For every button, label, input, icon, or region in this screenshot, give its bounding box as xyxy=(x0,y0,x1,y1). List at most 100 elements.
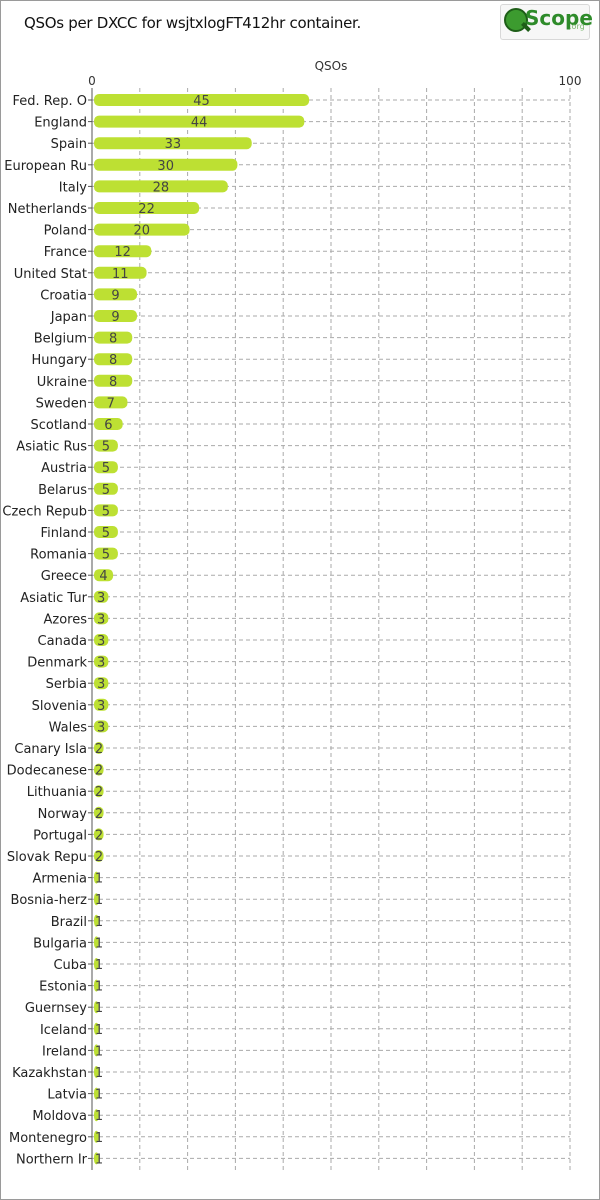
category-label: Guernsey xyxy=(25,1001,87,1016)
bar xyxy=(94,504,118,517)
category-label: Ukraine xyxy=(37,375,87,390)
category-label: Czech Repub xyxy=(2,504,87,519)
value-label: 3 xyxy=(97,677,105,692)
category-label: Asiatic Rus xyxy=(16,440,87,455)
x-tick-label: 100 xyxy=(559,74,582,88)
category-label: Denmark xyxy=(27,656,87,671)
category-label: Cuba xyxy=(53,958,87,973)
value-label: 5 xyxy=(102,548,110,563)
category-label: Finland xyxy=(41,526,87,541)
bar xyxy=(94,958,99,970)
logo-domain: .org xyxy=(569,22,585,31)
value-label: 8 xyxy=(109,375,117,390)
value-label: 1 xyxy=(95,1088,103,1103)
bar xyxy=(94,806,104,819)
bar xyxy=(94,590,109,603)
bar xyxy=(94,461,118,474)
value-label: 3 xyxy=(97,634,105,649)
category-label: Iceland xyxy=(40,1023,87,1038)
value-label: 2 xyxy=(95,785,103,800)
category-label: European Ru xyxy=(4,159,87,174)
x-tick-label: 0 xyxy=(88,74,96,88)
bar xyxy=(94,1087,99,1100)
bar xyxy=(94,1044,99,1057)
bar xyxy=(94,850,104,862)
category-label: Brazil xyxy=(51,915,87,930)
value-label: 3 xyxy=(97,699,105,714)
value-label: 1 xyxy=(95,980,103,995)
value-label: 5 xyxy=(102,440,110,455)
category-label: Portugal xyxy=(33,828,87,843)
value-label: 1 xyxy=(95,1131,103,1146)
bar xyxy=(94,634,109,646)
category-label: Croatia xyxy=(40,288,87,303)
bar xyxy=(94,1109,99,1122)
category-label: Ireland xyxy=(42,1044,87,1059)
category-label: Slovak Repu xyxy=(7,850,87,865)
category-label: Netherlands xyxy=(8,202,87,217)
value-label: 33 xyxy=(165,137,182,152)
category-label: Azores xyxy=(43,612,87,627)
category-label: Wales xyxy=(49,720,88,735)
category-label: Poland xyxy=(44,224,87,239)
bar xyxy=(94,914,99,927)
bar xyxy=(94,612,109,625)
category-label: Slovenia xyxy=(32,699,87,714)
bar xyxy=(94,158,238,171)
bar xyxy=(94,979,99,992)
bar xyxy=(94,396,128,409)
bar xyxy=(94,94,310,106)
value-label: 9 xyxy=(111,310,119,325)
value-label: 1 xyxy=(95,893,103,908)
value-label: 7 xyxy=(107,396,115,411)
value-label: 2 xyxy=(95,764,103,779)
bar xyxy=(94,871,99,884)
category-label: England xyxy=(34,116,87,131)
bar xyxy=(94,569,114,582)
category-label: Armenia xyxy=(33,872,88,887)
value-label: 9 xyxy=(111,288,119,303)
value-label: 6 xyxy=(104,418,112,433)
value-label: 5 xyxy=(102,461,110,476)
category-label: Montenegro xyxy=(9,1131,87,1146)
value-label: 1 xyxy=(95,1044,103,1059)
qrz-scope-logo[interactable]: Scope .org xyxy=(500,4,593,40)
category-label: Moldova xyxy=(32,1109,87,1124)
bar xyxy=(94,1022,99,1035)
bar xyxy=(94,526,118,538)
value-label: 11 xyxy=(112,267,129,282)
grid-lines xyxy=(91,88,571,1170)
value-label: 12 xyxy=(114,245,131,260)
bar xyxy=(94,698,109,711)
value-label: 1 xyxy=(95,915,103,930)
value-label: 5 xyxy=(102,504,110,519)
value-label: 5 xyxy=(102,526,110,541)
bar xyxy=(94,331,133,344)
value-label: 3 xyxy=(97,591,105,606)
value-label: 1 xyxy=(95,1152,103,1167)
bar xyxy=(94,720,109,733)
bar xyxy=(94,1152,99,1165)
bar xyxy=(94,785,104,798)
category-label: Greece xyxy=(41,569,87,584)
bar xyxy=(94,439,118,452)
x-axis-label: QSOs xyxy=(315,59,348,73)
bar xyxy=(94,1066,99,1078)
value-label: 3 xyxy=(97,720,105,735)
value-label: 2 xyxy=(95,742,103,757)
value-label: 3 xyxy=(97,612,105,627)
value-label: 2 xyxy=(95,828,103,843)
bar xyxy=(94,115,305,128)
bar xyxy=(94,1130,99,1143)
bar xyxy=(94,137,252,150)
value-label: 8 xyxy=(109,353,117,368)
category-label: United Stat xyxy=(14,267,87,282)
bar xyxy=(94,202,200,214)
category-label: Lithuania xyxy=(27,785,87,800)
category-label: Serbia xyxy=(46,677,87,692)
category-label: Kazakhstan xyxy=(12,1066,87,1081)
value-label: 1 xyxy=(95,936,103,951)
bar xyxy=(94,374,133,387)
category-label: Belgium xyxy=(34,332,87,347)
